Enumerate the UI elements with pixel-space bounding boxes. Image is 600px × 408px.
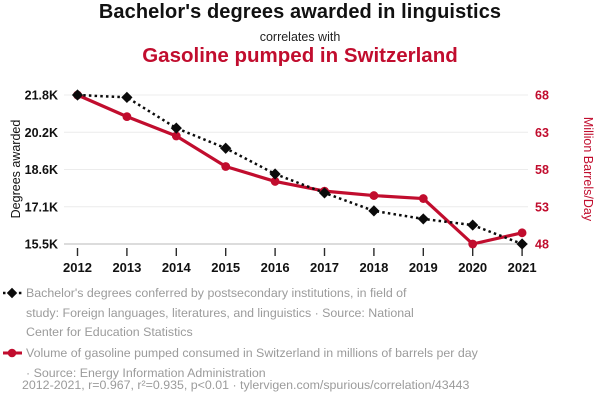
y-tick-label-left: 17.1K bbox=[25, 200, 58, 214]
marker-gasoline-point bbox=[369, 191, 379, 200]
legend-item-degrees: Bachelor's degrees conferred by postseco… bbox=[3, 284, 600, 343]
x-tick-label: 2017 bbox=[310, 260, 339, 275]
marker-degrees-point bbox=[220, 142, 232, 154]
y-tick-label-left: 18.6K bbox=[25, 163, 58, 177]
marker-gasoline-point bbox=[171, 131, 181, 141]
marker-gasoline-point bbox=[517, 228, 527, 238]
stats-and-source-link: 2012-2021, r=0.967, r²=0.935, p<0.01 · t… bbox=[22, 378, 470, 392]
x-tick-label: 2014 bbox=[162, 260, 192, 275]
y-tick-label-right: 53 bbox=[535, 200, 549, 214]
x-tick-label: 2015 bbox=[211, 260, 240, 275]
marker-gasoline-point bbox=[270, 177, 280, 186]
legend-text-gasoline: Volume of gasoline pumped consumed in Sw… bbox=[26, 346, 478, 380]
marker-degrees-point bbox=[170, 122, 182, 134]
marker-degrees-point bbox=[269, 168, 281, 180]
marker-gasoline-point bbox=[418, 194, 428, 203]
legend-marker-dotted-diamond-icon bbox=[3, 287, 22, 299]
y-tick-label-right: 58 bbox=[535, 163, 549, 177]
marker-degrees-point bbox=[121, 91, 133, 103]
marker-gasoline-point bbox=[221, 162, 231, 171]
y-tick-label-right: 48 bbox=[535, 238, 549, 252]
x-tick-label: 2021 bbox=[508, 260, 537, 275]
marker-degrees-point bbox=[318, 187, 331, 199]
marker-gasoline-point bbox=[468, 239, 478, 249]
secondary-title: Gasoline pumped in Switzerland bbox=[142, 44, 458, 67]
x-tick-label: 2019 bbox=[409, 260, 438, 275]
marker-degrees-point bbox=[71, 89, 84, 101]
legend-item-gasoline: Volume of gasoline pumped consumed in Sw… bbox=[3, 344, 600, 383]
x-tick-label: 2012 bbox=[63, 260, 92, 275]
marker-degrees-point bbox=[368, 205, 380, 217]
y-tick-label-left: 20.2K bbox=[25, 126, 58, 140]
y-tick-label-left: 21.8K bbox=[25, 89, 58, 103]
x-tick-label: 2016 bbox=[261, 260, 290, 275]
x-tick-label: 2018 bbox=[359, 260, 388, 275]
correlates-with-label: correlates with bbox=[259, 30, 341, 44]
marker-degrees-point bbox=[516, 238, 528, 250]
x-tick-label: 2013 bbox=[112, 260, 141, 275]
y-tick-label-left: 15.5K bbox=[25, 238, 58, 252]
legend-marker-line-circle-icon bbox=[3, 348, 22, 358]
page-title: Bachelor's degrees awarded in linguistic… bbox=[98, 1, 502, 23]
marker-degrees-point bbox=[467, 219, 479, 231]
y-tick-label-right: 63 bbox=[535, 126, 549, 140]
marker-gasoline-point bbox=[122, 112, 132, 122]
x-tick-label: 2020 bbox=[458, 260, 487, 275]
marker-degrees-point bbox=[417, 213, 429, 225]
series-line-gasoline bbox=[75, 93, 524, 246]
chart-svg: 21.8K 68 20.2K 63 18.6K 58 17.1K 53 15.5K 48 2012 2… bbox=[25, 89, 549, 276]
legend-text-degrees: Bachelor's degrees conferred by postseco… bbox=[26, 286, 414, 340]
y-tick-label-right: 68 bbox=[535, 89, 549, 103]
